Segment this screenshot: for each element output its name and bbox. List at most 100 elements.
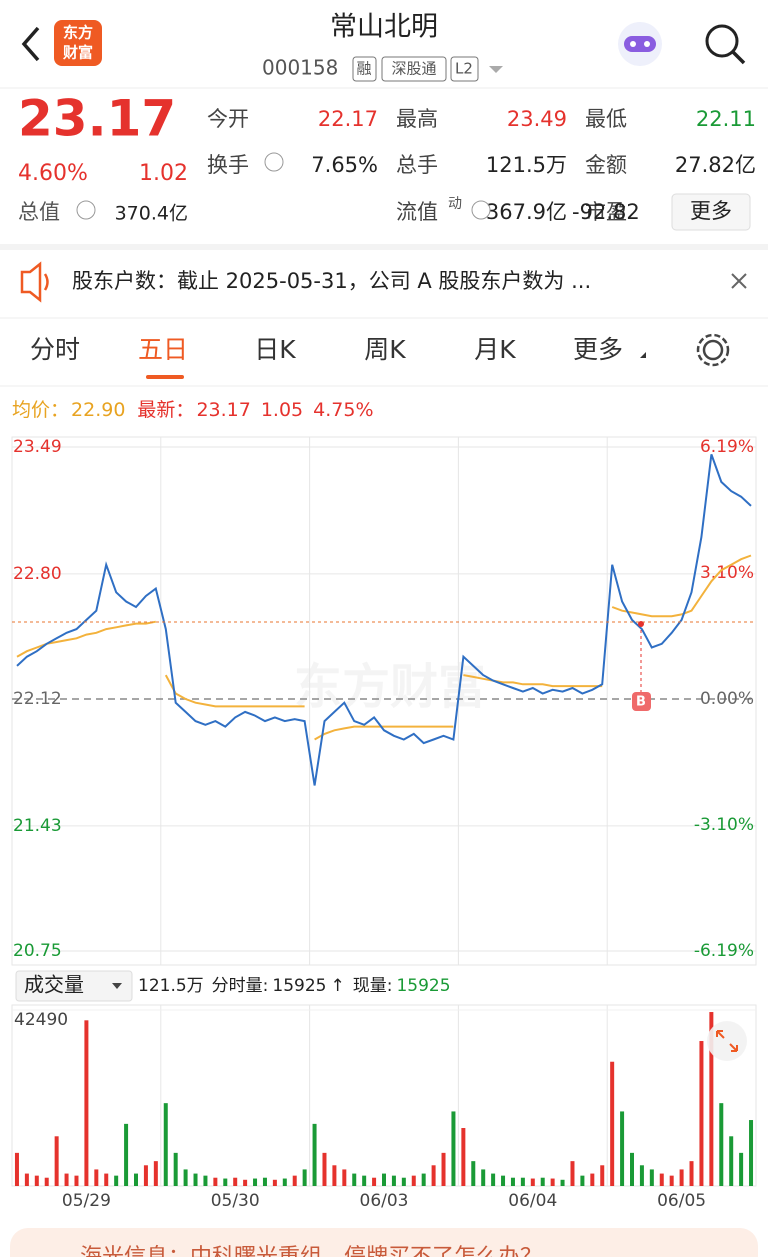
stat-label: 总手 <box>396 153 438 177</box>
tab-underline <box>146 375 184 379</box>
robot-visor <box>624 36 656 52</box>
volume-bar <box>560 1179 565 1186</box>
x-tick-label: 05/29 <box>62 1191 111 1211</box>
change: 1.02 <box>139 161 188 186</box>
legend-value: 1.05 <box>261 399 303 421</box>
expand-button[interactable] <box>707 1021 747 1061</box>
dropdown-icon[interactable] <box>489 66 503 73</box>
volume-bar <box>173 1152 178 1186</box>
dropdown-icon <box>112 983 122 989</box>
stat-label: 最高 <box>396 107 438 131</box>
stock-name: 常山北明 <box>330 12 438 43</box>
volume-bar <box>282 1178 287 1186</box>
volume-bar <box>431 1165 436 1186</box>
tag-box <box>381 56 447 82</box>
tab[interactable]: 分时 <box>30 335 80 364</box>
volume-bar <box>24 1173 29 1186</box>
volume-bar <box>491 1173 496 1186</box>
stat-value: 27.82亿 <box>675 153 756 177</box>
volume-bar <box>630 1152 634 1186</box>
stat-label: 今开 <box>207 107 249 131</box>
stat-label: 最低 <box>585 107 627 131</box>
volume-bar <box>44 1177 49 1186</box>
stats: 今开 22.17 最高 23.49 最低 22.11 换手 7.65% 总手 121.5万 金额 27… <box>207 107 756 224</box>
info-icon[interactable] <box>471 200 491 220</box>
volume-bar <box>461 1128 466 1186</box>
volume-bar <box>322 1152 327 1186</box>
stat-label: 金额 <box>585 153 627 177</box>
stat-value: 121.5万 <box>486 153 567 177</box>
tag: L2 <box>455 60 473 78</box>
buy-dot <box>638 621 644 627</box>
stat-value: 367.9亿 <box>486 200 567 224</box>
volume-total: 121.5万 <box>138 976 204 996</box>
settings-icon[interactable] <box>702 339 724 361</box>
tag-box <box>450 56 479 82</box>
indicator-select[interactable] <box>15 970 133 1002</box>
y-tick-label: 22.12 <box>13 689 62 709</box>
volume-bar <box>292 1175 297 1186</box>
y2-tick-label: 0.00% <box>700 689 754 709</box>
tab[interactable]: 日K <box>254 335 296 364</box>
info-icon[interactable] <box>76 200 96 220</box>
tabs: 分时 五日 日K 周K 月K 更多 <box>30 335 623 364</box>
volume-bar <box>451 1111 456 1186</box>
volume-frame <box>11 1004 757 1187</box>
volume-label: 现量: <box>353 976 393 996</box>
volume-arrow: ↑ <box>331 976 345 996</box>
price-line <box>16 454 752 786</box>
legend-label: 最新： <box>137 399 194 421</box>
y2-tick-label: 3.10% <box>700 563 754 583</box>
volume-bar <box>411 1175 416 1186</box>
volume-bar <box>34 1175 39 1186</box>
indicator-name[interactable]: 成交量 <box>24 973 84 997</box>
volume-bar <box>391 1175 396 1186</box>
volume-bar <box>639 1165 644 1186</box>
volume-bar <box>94 1169 99 1186</box>
stat-label: 市盈 <box>585 200 627 224</box>
tab[interactable]: 五日 <box>138 335 188 364</box>
info-icon[interactable] <box>264 152 284 172</box>
search-handle <box>731 50 746 65</box>
volume-bar <box>481 1169 486 1186</box>
volume-bar <box>54 1136 59 1186</box>
volume-bar <box>84 1020 89 1186</box>
search-icon[interactable] <box>705 24 739 58</box>
volume-bar <box>143 1165 148 1186</box>
y-tick-label: 20.75 <box>13 941 62 961</box>
volume-bar <box>699 1041 704 1186</box>
volume-bar <box>471 1161 476 1186</box>
notice-text[interactable]: 股东户数：截止 2025-05-31，公司 A 股股东户数为 ... <box>72 269 591 293</box>
volume-bar <box>530 1178 535 1186</box>
avg-line <box>16 554 752 741</box>
legend-value: 4.75% <box>313 399 373 421</box>
buy-marker[interactable] <box>632 692 651 711</box>
stat-value: 370.4亿 <box>115 203 188 225</box>
back-icon[interactable] <box>21 26 40 62</box>
y2-tick-label: 6.19% <box>700 437 754 457</box>
logo-text: 东方 <box>63 24 93 42</box>
banner[interactable] <box>10 1228 758 1257</box>
tab[interactable]: 更多 <box>573 335 623 364</box>
volume-bar <box>689 1161 694 1186</box>
volume-bar <box>610 1061 615 1186</box>
more-button[interactable] <box>671 193 751 231</box>
volume-bar <box>114 1175 119 1186</box>
close-icon[interactable] <box>731 273 747 289</box>
volume-bar <box>104 1173 109 1186</box>
banner-text[interactable]: 海光信息：中科曙光重组，停牌买不了怎么办？ <box>80 1245 542 1257</box>
x-tick-label: 06/04 <box>508 1191 557 1211</box>
volume-bar <box>590 1173 595 1186</box>
tab-arrow <box>640 352 646 358</box>
tab[interactable]: 周K <box>364 335 406 364</box>
y-tick-label: 23.49 <box>13 437 62 457</box>
tab[interactable]: 月K <box>474 335 516 364</box>
y-tick-label: 22.80 <box>13 564 62 584</box>
volume-bar <box>510 1177 515 1186</box>
legend: 均价： 22.90 最新： 23.17 1.05 4.75% <box>12 399 374 421</box>
volume-value: 15925 <box>272 976 326 996</box>
volume-bar <box>441 1152 446 1186</box>
more-text[interactable]: 更多 <box>690 199 732 223</box>
